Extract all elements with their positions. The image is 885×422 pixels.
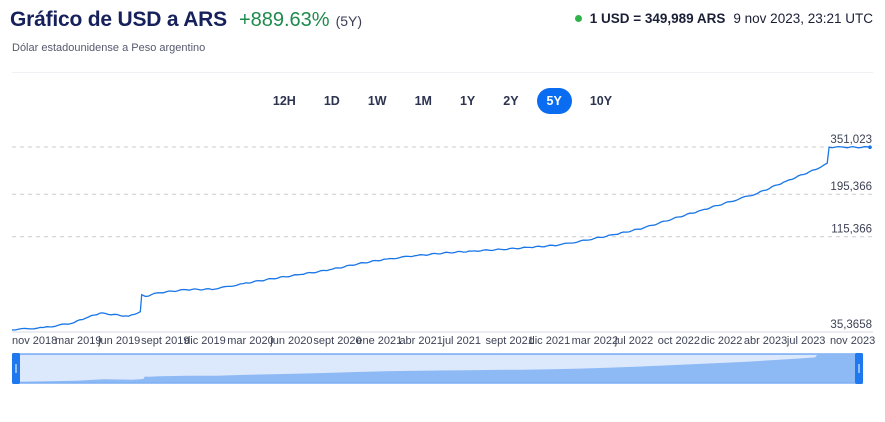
x-tick-label: dic 2021 (529, 335, 571, 347)
x-tick-label: nov 2023 (830, 335, 875, 347)
series-line (11, 145, 871, 331)
live-indicator-icon (574, 15, 582, 22)
x-tick-label: mar 2020 (227, 335, 273, 347)
x-tick-label: dic 2019 (184, 335, 226, 347)
range-selector: 12H 1D 1W 1M 1Y 2Y 5Y 10Y (0, 88, 885, 114)
live-rate: 1 USD = 349,989 ARS 9 nov 2023, 23:21 UT… (574, 11, 873, 26)
x-tick-label: jun 2020 (269, 335, 312, 347)
header-divider (12, 72, 873, 73)
range-button-1d[interactable]: 1D (314, 88, 350, 114)
x-tick-label: mar 2019 (55, 335, 101, 347)
x-tick-label: abr 2023 (744, 335, 787, 347)
x-tick-label: sept 2019 (141, 335, 189, 347)
x-tick-label: jul 2023 (786, 335, 826, 347)
x-tick-label: dic 2022 (701, 335, 743, 347)
x-tick-label: oct 2022 (658, 335, 700, 347)
x-tick-label: jul 2021 (442, 335, 482, 347)
range-button-1y[interactable]: 1Y (450, 88, 485, 114)
y-tick-label: 115,366 (831, 224, 872, 236)
x-tick-label: sept 2020 (313, 335, 361, 347)
range-navigator[interactable] (12, 352, 863, 412)
x-tick-label: mar 2022 (572, 335, 618, 347)
x-tick-label: jun 2019 (97, 335, 140, 347)
rate-timestamp: 9 nov 2023, 23:21 UTC (733, 11, 873, 26)
navigator-series-area (18, 355, 857, 383)
x-tick-label: nov 2018 (12, 335, 57, 347)
y-tick-label: 195,366 (830, 181, 872, 193)
page-subtitle: Dólar estadounidense a Peso argentino (12, 42, 206, 54)
change-period: (5Y) (335, 13, 363, 29)
range-button-12h[interactable]: 12H (263, 88, 306, 114)
x-tick-label: abr 2021 (399, 335, 442, 347)
x-tick-label: sept 2021 (486, 335, 534, 347)
chart-header: Gráfico de USD a ARS +889.63% (5Y) (10, 8, 362, 32)
last-point-marker (868, 145, 872, 150)
percent-change: +889.63% (238, 9, 330, 31)
x-tick-label: ene 2021 (356, 335, 402, 347)
range-button-5y[interactable]: 5Y (536, 88, 572, 114)
range-button-2y[interactable]: 2Y (493, 88, 528, 114)
range-button-1w[interactable]: 1W (358, 88, 397, 114)
range-button-1m[interactable]: 1M (405, 88, 442, 114)
y-tick-label: 35,3658 (830, 319, 872, 331)
range-button-10y[interactable]: 10Y (580, 88, 622, 114)
page-title: Gráfico de USD a ARS (10, 8, 227, 31)
x-tick-label: jul 2022 (614, 335, 654, 347)
y-tick-label: 351,023 (830, 134, 872, 146)
rate-value: 1 USD = 349,989 ARS (589, 11, 726, 26)
